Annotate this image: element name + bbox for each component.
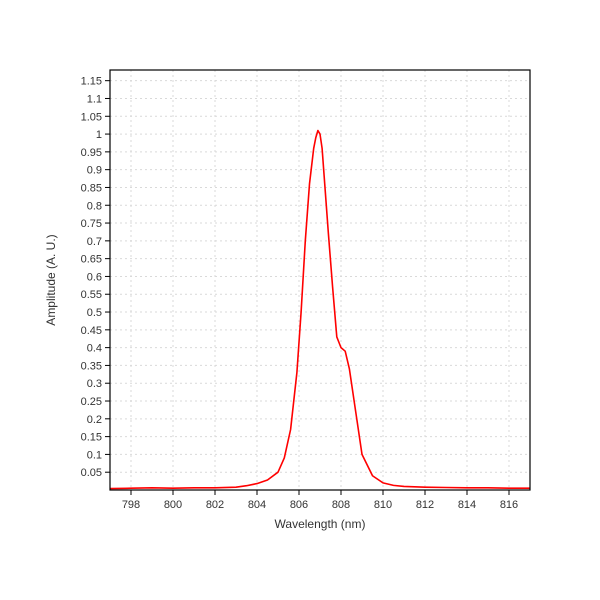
x-tick-label: 806 [290, 499, 308, 511]
y-tick-label: 1 [96, 129, 102, 141]
y-tick-label: 0.9 [87, 165, 102, 177]
x-tick-label: 798 [122, 499, 140, 511]
y-tick-label: 0.05 [81, 467, 102, 479]
y-tick-label: 0.1 [87, 449, 102, 461]
y-tick-label: 0.45 [81, 325, 102, 337]
y-tick-label: 0.65 [81, 254, 102, 266]
y-tick-label: 0.8 [87, 200, 102, 212]
y-axis-label: Amplitude (A. U.) [44, 234, 58, 325]
y-tick-label: 0.4 [87, 343, 102, 355]
chart-svg: 798 800 802 804 806 808 810 812 814 816 0.05 0.1 0.1… [0, 0, 600, 600]
x-tick-label: 812 [416, 499, 434, 511]
x-tick-label: 816 [500, 499, 518, 511]
x-tick-label: 804 [248, 499, 266, 511]
y-tick-label: 0.5 [87, 307, 102, 319]
y-tick-label: 0.35 [81, 360, 102, 372]
y-tick-label: 0.95 [81, 147, 102, 159]
x-tick-label: 808 [332, 499, 350, 511]
y-tick-label: 0.2 [87, 414, 102, 426]
x-tick-label: 810 [374, 499, 392, 511]
y-tick-label: 1.05 [81, 111, 102, 123]
x-tick-label: 800 [164, 499, 182, 511]
y-tick-label: 0.75 [81, 218, 102, 230]
spectrum-chart: 798 800 802 804 806 808 810 812 814 816 0.05 0.1 0.1… [0, 0, 600, 600]
y-tick-label: 1.1 [87, 93, 102, 105]
x-tick-label: 814 [458, 499, 476, 511]
y-tick-label: 0.25 [81, 396, 102, 408]
y-tick-label: 0.6 [87, 271, 102, 283]
x-axis-label: Wavelength (nm) [275, 517, 366, 531]
y-tick-label: 1.15 [81, 76, 102, 88]
y-tick-label: 0.85 [81, 182, 102, 194]
y-tick-label: 0.3 [87, 378, 102, 390]
y-tick-label: 0.7 [87, 236, 102, 248]
x-tick-label: 802 [206, 499, 224, 511]
y-tick-label: 0.15 [81, 432, 102, 444]
y-tick-label: 0.55 [81, 289, 102, 301]
